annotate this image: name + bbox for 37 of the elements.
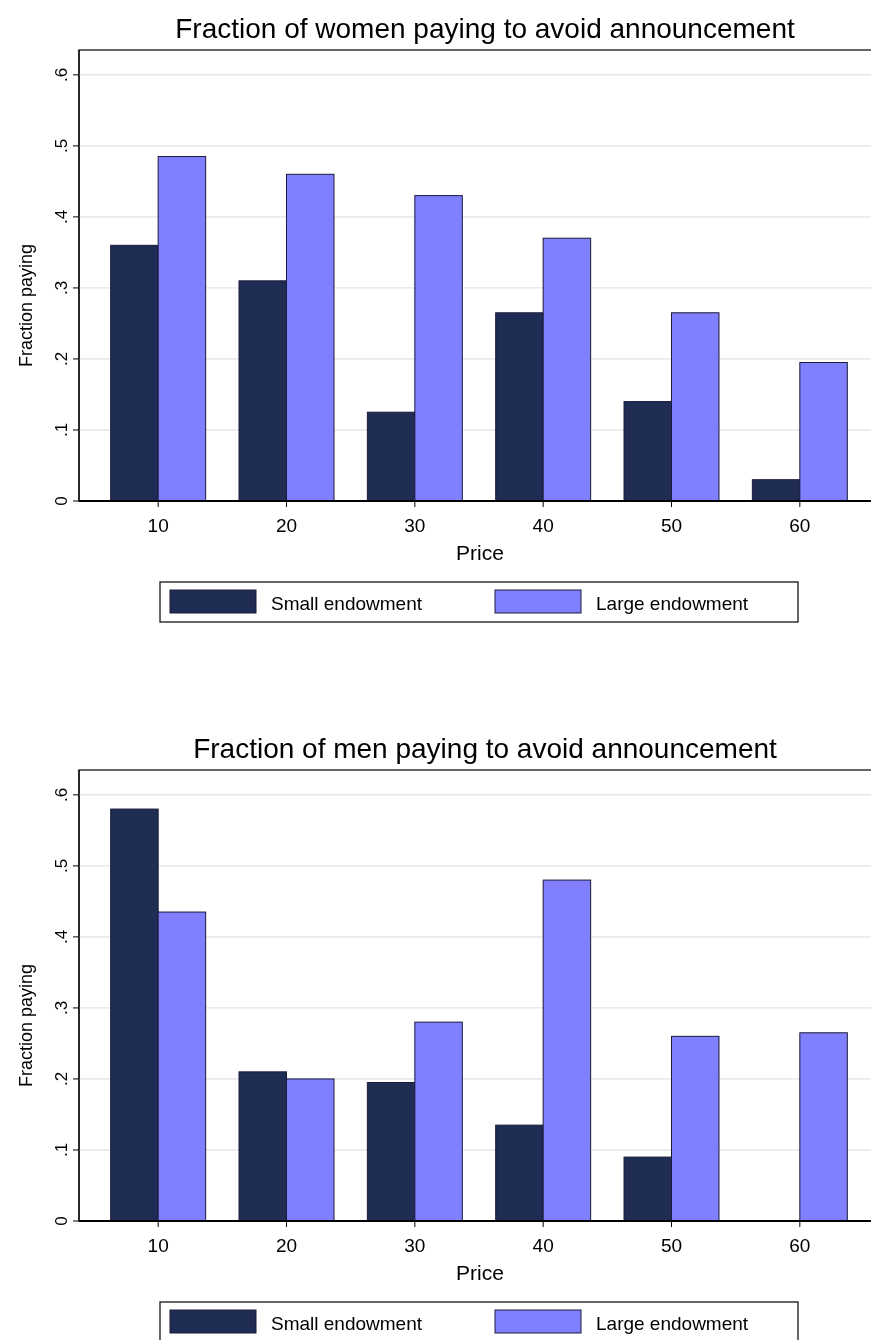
y-tick-label: .6 [52, 787, 71, 802]
bar [799, 1032, 848, 1222]
x-tick-label: 50 [660, 515, 683, 536]
x-tick-label: 20 [275, 515, 298, 536]
x-tick-label: 60 [789, 515, 811, 536]
x-tick-label: 50 [660, 1235, 683, 1256]
y-tick-label: .2 [52, 351, 71, 367]
y-tick-label: .1 [52, 422, 71, 438]
x-tick-label: 10 [147, 515, 169, 536]
chart-title: Fraction of women paying to avoid announcement [175, 13, 795, 44]
legend-label: Small endowment [271, 1313, 423, 1334]
legend-label: Small endowment [271, 593, 423, 614]
legend-label: Large endowment [596, 593, 749, 614]
x-tick-label: 10 [147, 1235, 169, 1256]
x-tick-label: 30 [404, 1235, 426, 1256]
x-tick-label: 40 [532, 1235, 554, 1256]
x-axis-title: Price [456, 541, 504, 564]
y-tick-label: .5 [52, 858, 71, 873]
y-tick-label: .2 [52, 1071, 71, 1087]
x-tick-label: 60 [789, 1235, 811, 1256]
chart-title: Fraction of men paying to avoid announcement [193, 733, 778, 764]
y-axis-title: Fraction paying [16, 243, 36, 368]
x-tick-label: 20 [275, 1235, 298, 1256]
legend-label: Large endowment [596, 1313, 749, 1334]
y-tick-label: .5 [52, 138, 71, 153]
y-tick-label: .1 [52, 1142, 71, 1158]
y-tick-label: .4 [52, 929, 71, 944]
y-tick-label: .6 [52, 67, 71, 82]
y-axis-title: Fraction paying [16, 963, 36, 1088]
y-tick-label: .3 [52, 280, 71, 296]
y-tick-label: .3 [52, 1000, 71, 1016]
x-tick-label: 30 [404, 515, 426, 536]
x-axis-title: Price [456, 1261, 504, 1284]
y-tick-label: 0 [52, 1216, 71, 1226]
y-tick-label: 0 [52, 496, 71, 506]
x-tick-label: 40 [532, 515, 554, 536]
y-tick-label: .4 [52, 209, 71, 224]
